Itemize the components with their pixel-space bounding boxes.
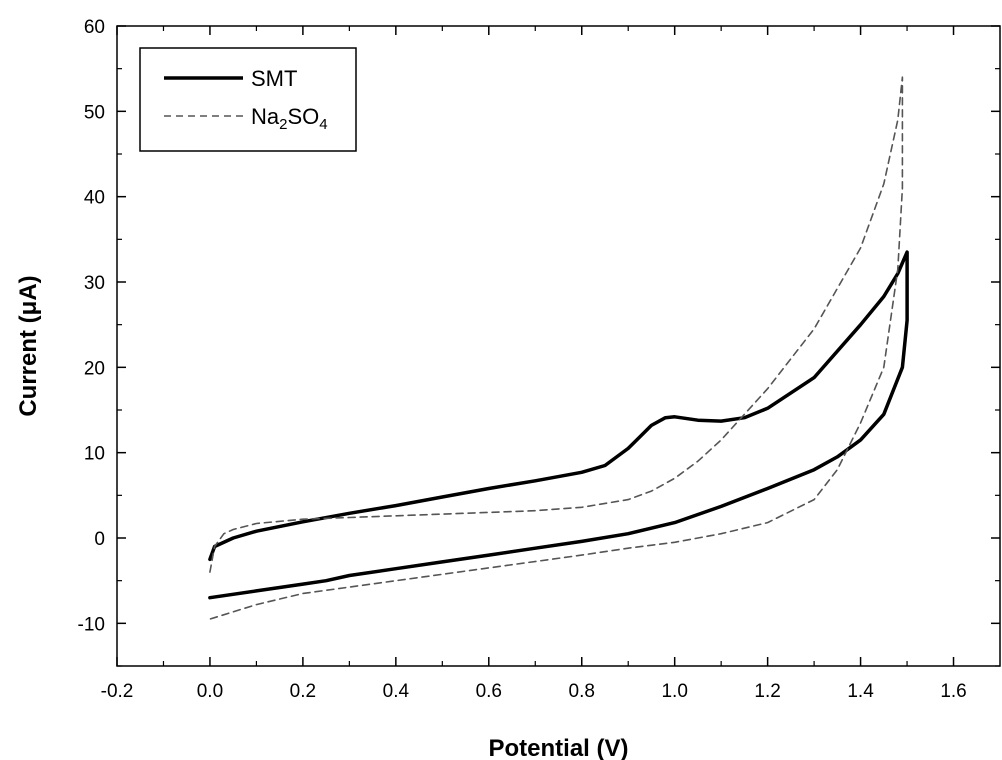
- x-tick-label: 1.4: [847, 681, 874, 702]
- x-tick-label: 1.0: [661, 681, 687, 702]
- legend: SMT Na2SO4: [139, 47, 357, 152]
- y-tick-label: 0: [94, 529, 105, 550]
- legend-box: [139, 47, 357, 152]
- y-tick-label: 60: [84, 17, 105, 38]
- x-axis: -0.2 0.0 0.2 0.4 0.6 0.8 1.0 1.2 1.4 1.6: [101, 26, 967, 702]
- x-tick-label: 1.6: [940, 681, 966, 702]
- legend-label-na2so4: Na2SO4: [251, 104, 328, 133]
- y-axis-title: Current (μA): [15, 275, 42, 416]
- y-tick-label: 40: [84, 188, 105, 209]
- y-tick-label: 30: [84, 273, 105, 294]
- y-axis: -10 0 10 20 30 40 50 60: [78, 17, 1000, 667]
- plot-area: -0.2 0.0 0.2 0.4 0.6 0.8 1.0 1.2 1.4 1.6 -10 0 10 20…: [78, 17, 1001, 702]
- x-tick-label: -0.2: [101, 681, 134, 702]
- series-layer: [208, 76, 909, 620]
- x-tick-label: 0.8: [569, 681, 595, 702]
- plot-frame: [116, 25, 1001, 667]
- x-tick-label: 0.2: [290, 681, 316, 702]
- x-axis-title: Potential (V): [488, 735, 628, 760]
- y-tick-label: 50: [84, 102, 105, 123]
- legend-label-smt: SMT: [251, 66, 297, 91]
- y-tick-label: -10: [78, 614, 105, 635]
- x-tick-label: 0.0: [197, 681, 223, 702]
- x-tick-label: 0.4: [383, 681, 410, 702]
- x-tick-label: 1.2: [754, 681, 780, 702]
- x-tick-label: 0.6: [476, 681, 502, 702]
- y-tick-label: 10: [84, 444, 105, 465]
- y-tick-label: 20: [84, 358, 105, 379]
- series-na2so4-line: [209, 76, 904, 620]
- series-smt-line: [208, 250, 909, 600]
